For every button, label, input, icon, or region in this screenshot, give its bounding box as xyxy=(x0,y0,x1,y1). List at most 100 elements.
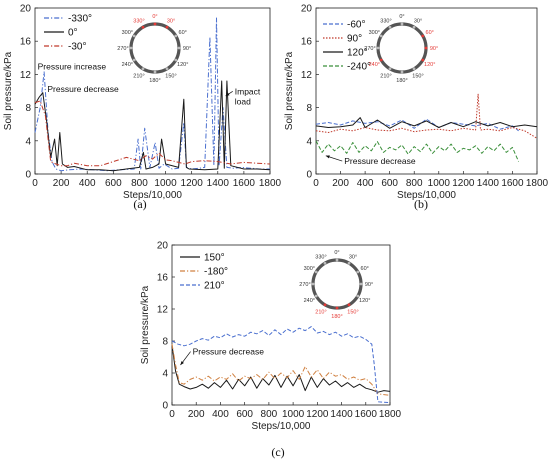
ring-angle-label: 150° xyxy=(165,74,176,80)
tunnel-ring-diagram: 330° 0° 30° 60° 90° 120°150° 180° 210°240° 270° 3… xyxy=(117,14,191,84)
ring-sensor-dot xyxy=(412,67,416,71)
y-tick-label: 12 xyxy=(301,70,313,81)
y-axis-label: Soil pressure/kPa xyxy=(3,51,14,130)
ring-sensor-dot xyxy=(153,22,157,26)
ring-angle-label: 90° xyxy=(430,46,438,52)
legend-label: 0° xyxy=(68,28,78,39)
x-tick-label: 800 xyxy=(406,178,423,189)
ring-angle-label: 120° xyxy=(177,62,188,68)
ring-sensor-dot xyxy=(421,58,425,62)
annotation-line: Impact xyxy=(235,86,261,96)
ring-angle-label: 30° xyxy=(414,18,422,24)
x-tick-label: 1000 xyxy=(282,409,305,420)
x-tick-label: 1600 xyxy=(233,178,256,189)
annotation-line: Pressure decrease xyxy=(47,84,119,94)
ring-angle-label: 300° xyxy=(369,30,380,36)
y-axis-label: Soil pressure/kPa xyxy=(140,285,151,364)
ring-angle-label: 210° xyxy=(380,74,391,80)
ring-sensor-dot xyxy=(141,25,145,29)
x-tick-label: 1200 xyxy=(306,409,329,420)
y-tick-label: 8 xyxy=(25,103,31,114)
y-tick-label: 16 xyxy=(157,273,169,284)
ring-sensor-dot xyxy=(323,261,327,265)
y-axis-label: Soil pressure/kPa xyxy=(284,51,295,130)
ring-angle-label: 120° xyxy=(359,298,370,304)
ring-angle-label: 30° xyxy=(349,254,357,260)
legend-label: -330° xyxy=(68,14,92,25)
ring-sensor-dot xyxy=(174,34,178,38)
y-tick-label: 20 xyxy=(20,4,32,15)
x-tick-label: 400 xyxy=(212,409,229,420)
series-line-b-4 xyxy=(315,140,520,162)
y-tick-label: 20 xyxy=(301,4,313,15)
legend-label: 120° xyxy=(347,48,368,59)
x-tick-label: 1800 xyxy=(526,178,549,189)
ring-angle-label: 90° xyxy=(183,46,191,52)
x-tick-label: 1000 xyxy=(428,178,451,189)
ring-angle-label: 330° xyxy=(380,18,391,24)
ring-sensor-dot xyxy=(359,282,363,286)
annotation-text: Pressure decrease xyxy=(193,347,265,357)
annotation-text: Pressure decrease xyxy=(47,84,119,94)
plot-frame xyxy=(315,7,538,175)
annotation-arrowhead xyxy=(325,155,330,159)
y-tick-label: 8 xyxy=(306,103,312,114)
x-tick-label: 800 xyxy=(261,409,278,420)
ring-sensor-dot xyxy=(356,270,360,274)
y-tick-label: 0 xyxy=(306,170,312,181)
ring-sensor-dot xyxy=(174,58,178,62)
y-tick-label: 16 xyxy=(20,37,32,48)
series-line-a-3 xyxy=(34,100,271,167)
ring-sensor-dot xyxy=(314,270,318,274)
tunnel-ring-diagram: 330° 0° 30° 60° 90° 120°150° 180° 210°240° 270° 3… xyxy=(364,14,438,84)
x-tick-label: 1400 xyxy=(477,178,500,189)
ring-angle-label: 150° xyxy=(412,74,423,80)
ring-angle-label: 150° xyxy=(347,310,358,316)
ring-sensor-dot xyxy=(311,282,315,286)
annotation-text: Pressure increase xyxy=(38,61,107,71)
y-tick-label: 0 xyxy=(162,401,168,412)
x-tick-label: 600 xyxy=(236,409,253,420)
x-tick-label: 1400 xyxy=(330,409,353,420)
ring-sensor-dot xyxy=(177,46,181,50)
annotation-line: Pressure decrease xyxy=(344,156,416,166)
ring-sensor-dot xyxy=(424,46,428,50)
series-line-a-2 xyxy=(34,80,271,172)
x-tick-label: 0 xyxy=(169,409,175,420)
x-tick-label: 1800 xyxy=(379,409,402,420)
y-tick-label: 12 xyxy=(157,305,169,316)
annotation-arrowhead xyxy=(180,361,184,365)
x-tick-label: 1600 xyxy=(355,409,378,420)
annotation-line: load xyxy=(235,96,251,106)
ring-angle-label: 0° xyxy=(334,250,339,256)
x-tick-label: 200 xyxy=(53,178,70,189)
legend-label: 90° xyxy=(347,34,362,45)
ring-sensor-dot xyxy=(379,34,383,38)
x-tick-label: 400 xyxy=(357,178,374,189)
x-axis-label: Steps/10,000 xyxy=(123,190,182,201)
ring-outline xyxy=(376,22,428,74)
ring-angle-label: 330° xyxy=(315,254,326,260)
ring-angle-label: 180° xyxy=(149,78,160,84)
annotation-line: Pressure decrease xyxy=(193,347,265,357)
y-tick-label: 4 xyxy=(162,369,168,380)
panel-caption: (a) xyxy=(133,197,146,211)
ring-sensor-dot xyxy=(132,34,136,38)
ring-angle-label: 0° xyxy=(399,14,404,20)
annotation-line: Pressure increase xyxy=(38,61,107,71)
y-tick-label: 8 xyxy=(162,337,168,348)
y-tick-label: 20 xyxy=(157,241,169,252)
ring-sensor-dot xyxy=(165,67,169,71)
ring-angle-label: 300° xyxy=(304,266,315,272)
x-tick-label: 0 xyxy=(32,178,38,189)
ring-angle-label: 180° xyxy=(331,314,342,320)
series-line-c-3 xyxy=(171,326,391,404)
ring-angle-label: 240° xyxy=(369,62,380,68)
x-tick-label: 1600 xyxy=(501,178,524,189)
ring-angle-label: 60° xyxy=(361,266,369,272)
ring-sensor-dot xyxy=(335,258,339,262)
y-tick-label: 12 xyxy=(20,70,32,81)
series-line-b-3 xyxy=(315,117,538,129)
